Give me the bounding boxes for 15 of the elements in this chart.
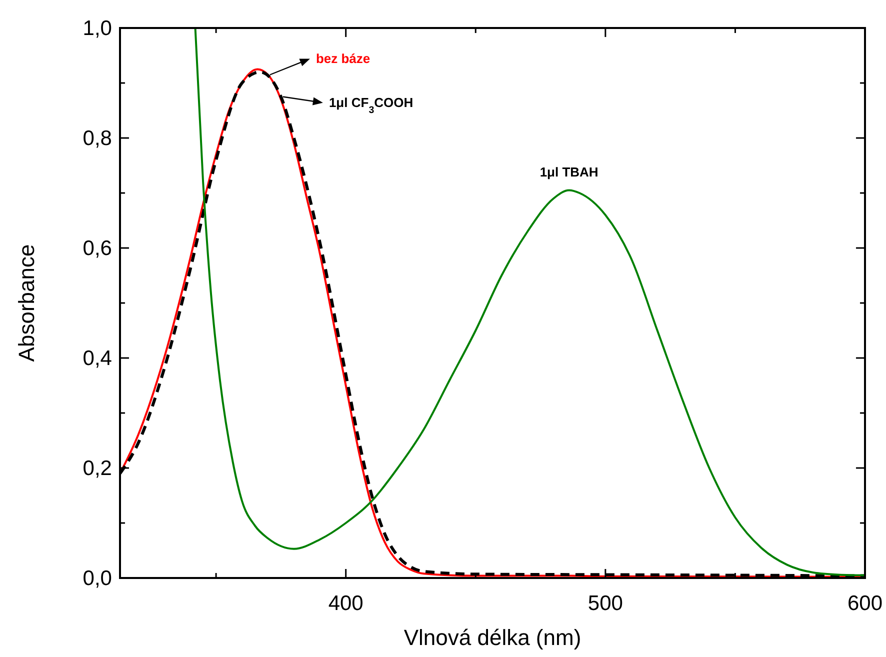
x-axis-title: Vlnová délka (nm) [404, 625, 582, 650]
y-tick-label: 0,2 [82, 457, 112, 480]
y-tick-label: 0,0 [82, 567, 112, 590]
y-tick-label: 0,8 [82, 127, 112, 150]
y-tick-label: 0,6 [82, 237, 112, 260]
y-axis-title: Absorbance [14, 244, 39, 362]
y-tick-label: 0,4 [82, 347, 112, 370]
annotation: 1μl TBAH [540, 164, 598, 180]
x-tick-label: 600 [847, 592, 883, 615]
x-tick-label: 500 [588, 592, 623, 615]
line-series [194, 28, 865, 576]
x-tick-label: 400 [328, 592, 364, 615]
annotation: bez báze [316, 50, 370, 66]
annotation: 1μl CF$_{3}$COOH [328, 94, 414, 116]
y-tick-label: 1,0 [82, 17, 112, 40]
